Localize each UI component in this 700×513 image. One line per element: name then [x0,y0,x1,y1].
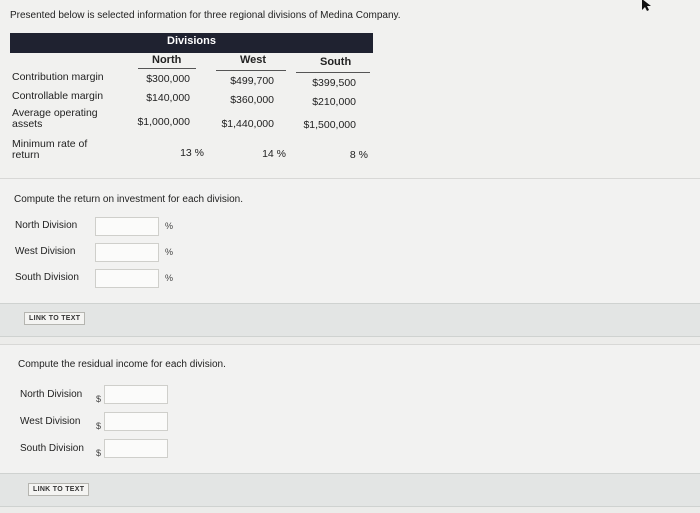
residual-south-input[interactable] [104,439,168,458]
cell-west-contribution: $499,700 [230,75,274,87]
mouse-pointer-icon [642,0,651,11]
row-label-controllable-margin: Controllable margin [12,90,104,102]
residual-link-strip: LINK TO TEXT [0,473,700,507]
cell-south-min-return: 8 % [349,149,368,161]
cell-west-assets: $1,440,000 [221,118,274,130]
roi-link-to-text-button[interactable]: LINK TO TEXT [24,312,86,325]
col-header-north: North [152,54,182,66]
col-underline-south [296,72,370,73]
roi-question: Compute the return on investment for eac… [14,194,244,205]
row-label-avg-assets-line2: assets [12,118,43,130]
roi-west-unit: % [165,247,174,257]
residual-north-unit: $ [96,394,102,404]
row-label-avg-assets: Average operating assets [12,108,98,130]
row-label-avg-assets-line1: Average operating [12,107,98,119]
col-underline-north [138,68,196,69]
roi-north-input[interactable] [95,217,159,236]
residual-panel: Compute the residual income for each div… [0,344,700,474]
roi-north-label: North Division [15,220,78,231]
roi-north-unit: % [165,221,174,231]
residual-north-input[interactable] [104,385,168,404]
row-label-min-return: Minimum rate of return [12,139,87,161]
roi-link-strip: LINK TO TEXT [0,303,700,337]
cell-north-min-return: 13 % [180,147,204,159]
row-label-contribution-margin: Contribution margin [12,71,104,83]
roi-west-label: West Division [15,246,76,257]
roi-south-input[interactable] [95,269,159,288]
residual-question: Compute the residual income for each div… [18,359,226,370]
cell-west-controllable: $360,000 [230,94,274,106]
residual-south-unit: $ [96,448,102,458]
roi-south-label: South Division [15,272,79,283]
residual-west-label: West Division [20,416,81,427]
col-underline-west [216,70,286,71]
cell-west-min-return: 14 % [262,148,286,160]
cell-north-contribution: $300,000 [146,73,190,85]
divisions-title: Divisions [167,35,216,47]
cell-south-controllable: $210,000 [312,96,356,108]
info-panel: Presented below is selected information … [0,0,700,178]
col-header-south: South [320,56,352,68]
residual-south-label: South Division [20,443,84,454]
row-label-min-return-line2: return [12,149,40,161]
roi-west-input[interactable] [95,243,159,262]
cell-south-contribution: $399,500 [312,77,356,89]
cell-south-assets: $1,500,000 [303,119,356,131]
residual-link-to-text-button[interactable]: LINK TO TEXT [28,483,90,496]
col-header-west: West [240,54,267,66]
residual-north-label: North Division [20,389,83,400]
roi-south-unit: % [165,273,174,283]
cell-north-controllable: $140,000 [146,92,190,104]
residual-west-unit: $ [96,421,102,431]
row-label-min-return-line1: Minimum rate of [12,138,88,150]
intro-text: Presented below is selected information … [10,10,401,21]
cell-north-assets: $1,000,000 [137,116,190,128]
roi-panel: Compute the return on investment for eac… [0,178,700,304]
divisions-header: Divisions [10,33,373,53]
residual-west-input[interactable] [104,412,168,431]
